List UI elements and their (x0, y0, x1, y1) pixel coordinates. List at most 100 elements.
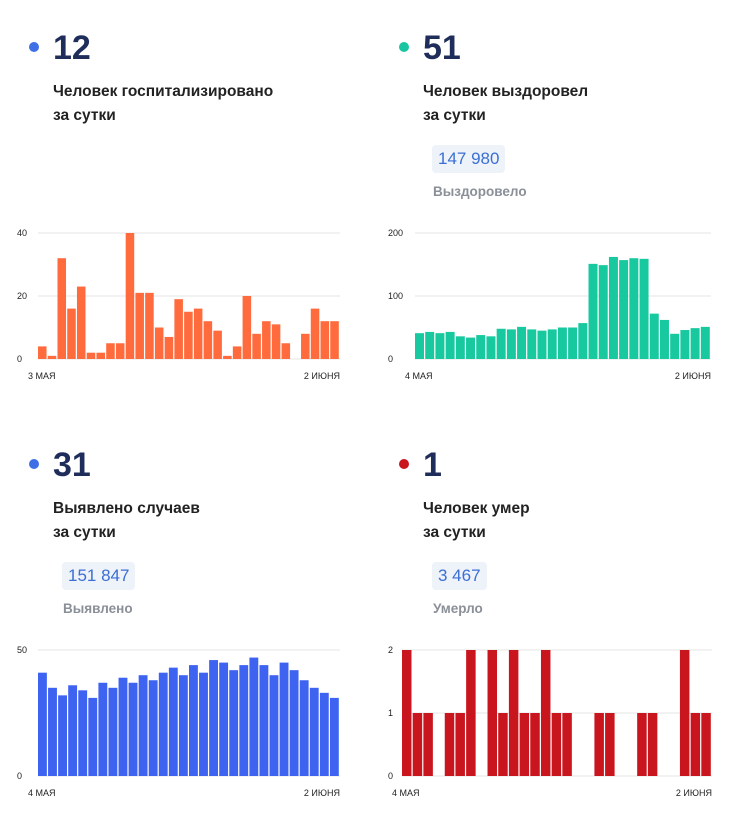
y-tick-label: 1 (388, 708, 393, 718)
bar (517, 326, 527, 359)
bar (189, 665, 198, 776)
bar (551, 713, 562, 776)
panel-recovered: 51 Человек выздоровел за сутки 147 980 В… (378, 0, 756, 406)
bar (78, 690, 88, 776)
bar (598, 265, 608, 359)
bar-chart-hospitalized: 0 20 40 3 МАЯ 2 ИЮНЯ (17, 228, 340, 381)
total-label: Умерло (433, 601, 483, 616)
bar (530, 713, 540, 776)
bar (629, 258, 639, 359)
bar (148, 680, 158, 776)
bar (423, 713, 433, 776)
bar (38, 346, 47, 359)
bar (568, 327, 578, 359)
bar (135, 292, 144, 359)
bar (128, 682, 138, 776)
bar (310, 308, 320, 359)
daily-value: 51 (423, 29, 461, 67)
bar (519, 713, 530, 776)
description-line-2: за сутки (53, 524, 116, 541)
bar (425, 331, 435, 359)
bar (309, 687, 319, 776)
bar (402, 650, 412, 776)
y-tick-label: 0 (388, 354, 393, 364)
y-tick-label: 0 (17, 354, 22, 364)
bar (594, 713, 604, 776)
bar (679, 650, 690, 776)
bar (57, 258, 67, 359)
bar (219, 662, 229, 776)
bar (106, 343, 115, 359)
bar (527, 329, 537, 359)
bar-chart-recovered: 0 100 200 4 МАЯ 2 ИЮНЯ (388, 228, 711, 381)
bar (647, 713, 658, 776)
x-end-label: 2 ИЮНЯ (304, 788, 340, 798)
bar (608, 256, 618, 359)
bar (637, 713, 647, 776)
y-tick-label: 50 (17, 645, 27, 655)
bar (118, 677, 128, 776)
bar (178, 675, 188, 776)
status-dot (399, 459, 409, 469)
y-tick-label: 0 (388, 771, 393, 781)
bar (670, 333, 680, 359)
x-end-label: 2 ИЮНЯ (675, 371, 711, 381)
bar (455, 713, 465, 776)
bar (199, 672, 208, 776)
bar (320, 321, 330, 359)
bar (701, 713, 711, 776)
y-tick-label: 2 (388, 645, 393, 655)
total-badge: 3 467 (432, 562, 487, 590)
daily-value: 1 (423, 446, 442, 484)
bar (508, 650, 519, 776)
description: Человек умер за сутки (423, 497, 723, 545)
panel-deaths: 1 Человек умер за сутки 3 467 Умерло 0 1 2… (378, 406, 756, 812)
bar (158, 672, 168, 776)
bar (319, 692, 329, 776)
x-end-label: 2 ИЮНЯ (676, 788, 712, 798)
bar (466, 337, 476, 359)
bar (498, 713, 508, 776)
bar (445, 331, 455, 359)
description-line-2: за сутки (53, 107, 116, 124)
y-tick-label: 0 (17, 771, 22, 781)
bar (562, 713, 572, 776)
bar (659, 319, 669, 359)
description-line-1: Выявлено случаев (53, 500, 200, 517)
bar (700, 326, 710, 359)
bar (269, 675, 279, 776)
bar (48, 687, 57, 776)
bar (154, 327, 164, 359)
bar (259, 665, 269, 776)
bar (67, 308, 76, 359)
status-dot (29, 42, 39, 52)
bar (125, 233, 135, 359)
bar (690, 328, 700, 359)
bar (108, 687, 118, 776)
bar (239, 665, 249, 776)
bar (537, 330, 547, 359)
bar (203, 321, 213, 359)
bar (184, 311, 193, 359)
status-dot (399, 42, 409, 52)
bar (115, 343, 125, 359)
y-tick-label: 200 (388, 228, 403, 238)
bar (271, 324, 281, 359)
bar (496, 328, 506, 359)
bar (138, 675, 148, 776)
bar (680, 330, 690, 359)
bar (487, 650, 498, 776)
bar (412, 713, 423, 776)
bar (86, 352, 96, 359)
bar (213, 330, 222, 359)
bar (209, 660, 218, 776)
description: Человек госпитализировано за сутки (53, 80, 353, 128)
description: Человек выздоровел за сутки (423, 80, 723, 128)
description-line-1: Человек госпитализировано (53, 83, 274, 100)
bar (435, 333, 445, 359)
y-tick-label: 100 (388, 291, 403, 301)
bar (639, 258, 649, 359)
x-start-label: 4 МАЯ (392, 788, 420, 798)
bar (557, 327, 567, 359)
bar (38, 672, 47, 776)
